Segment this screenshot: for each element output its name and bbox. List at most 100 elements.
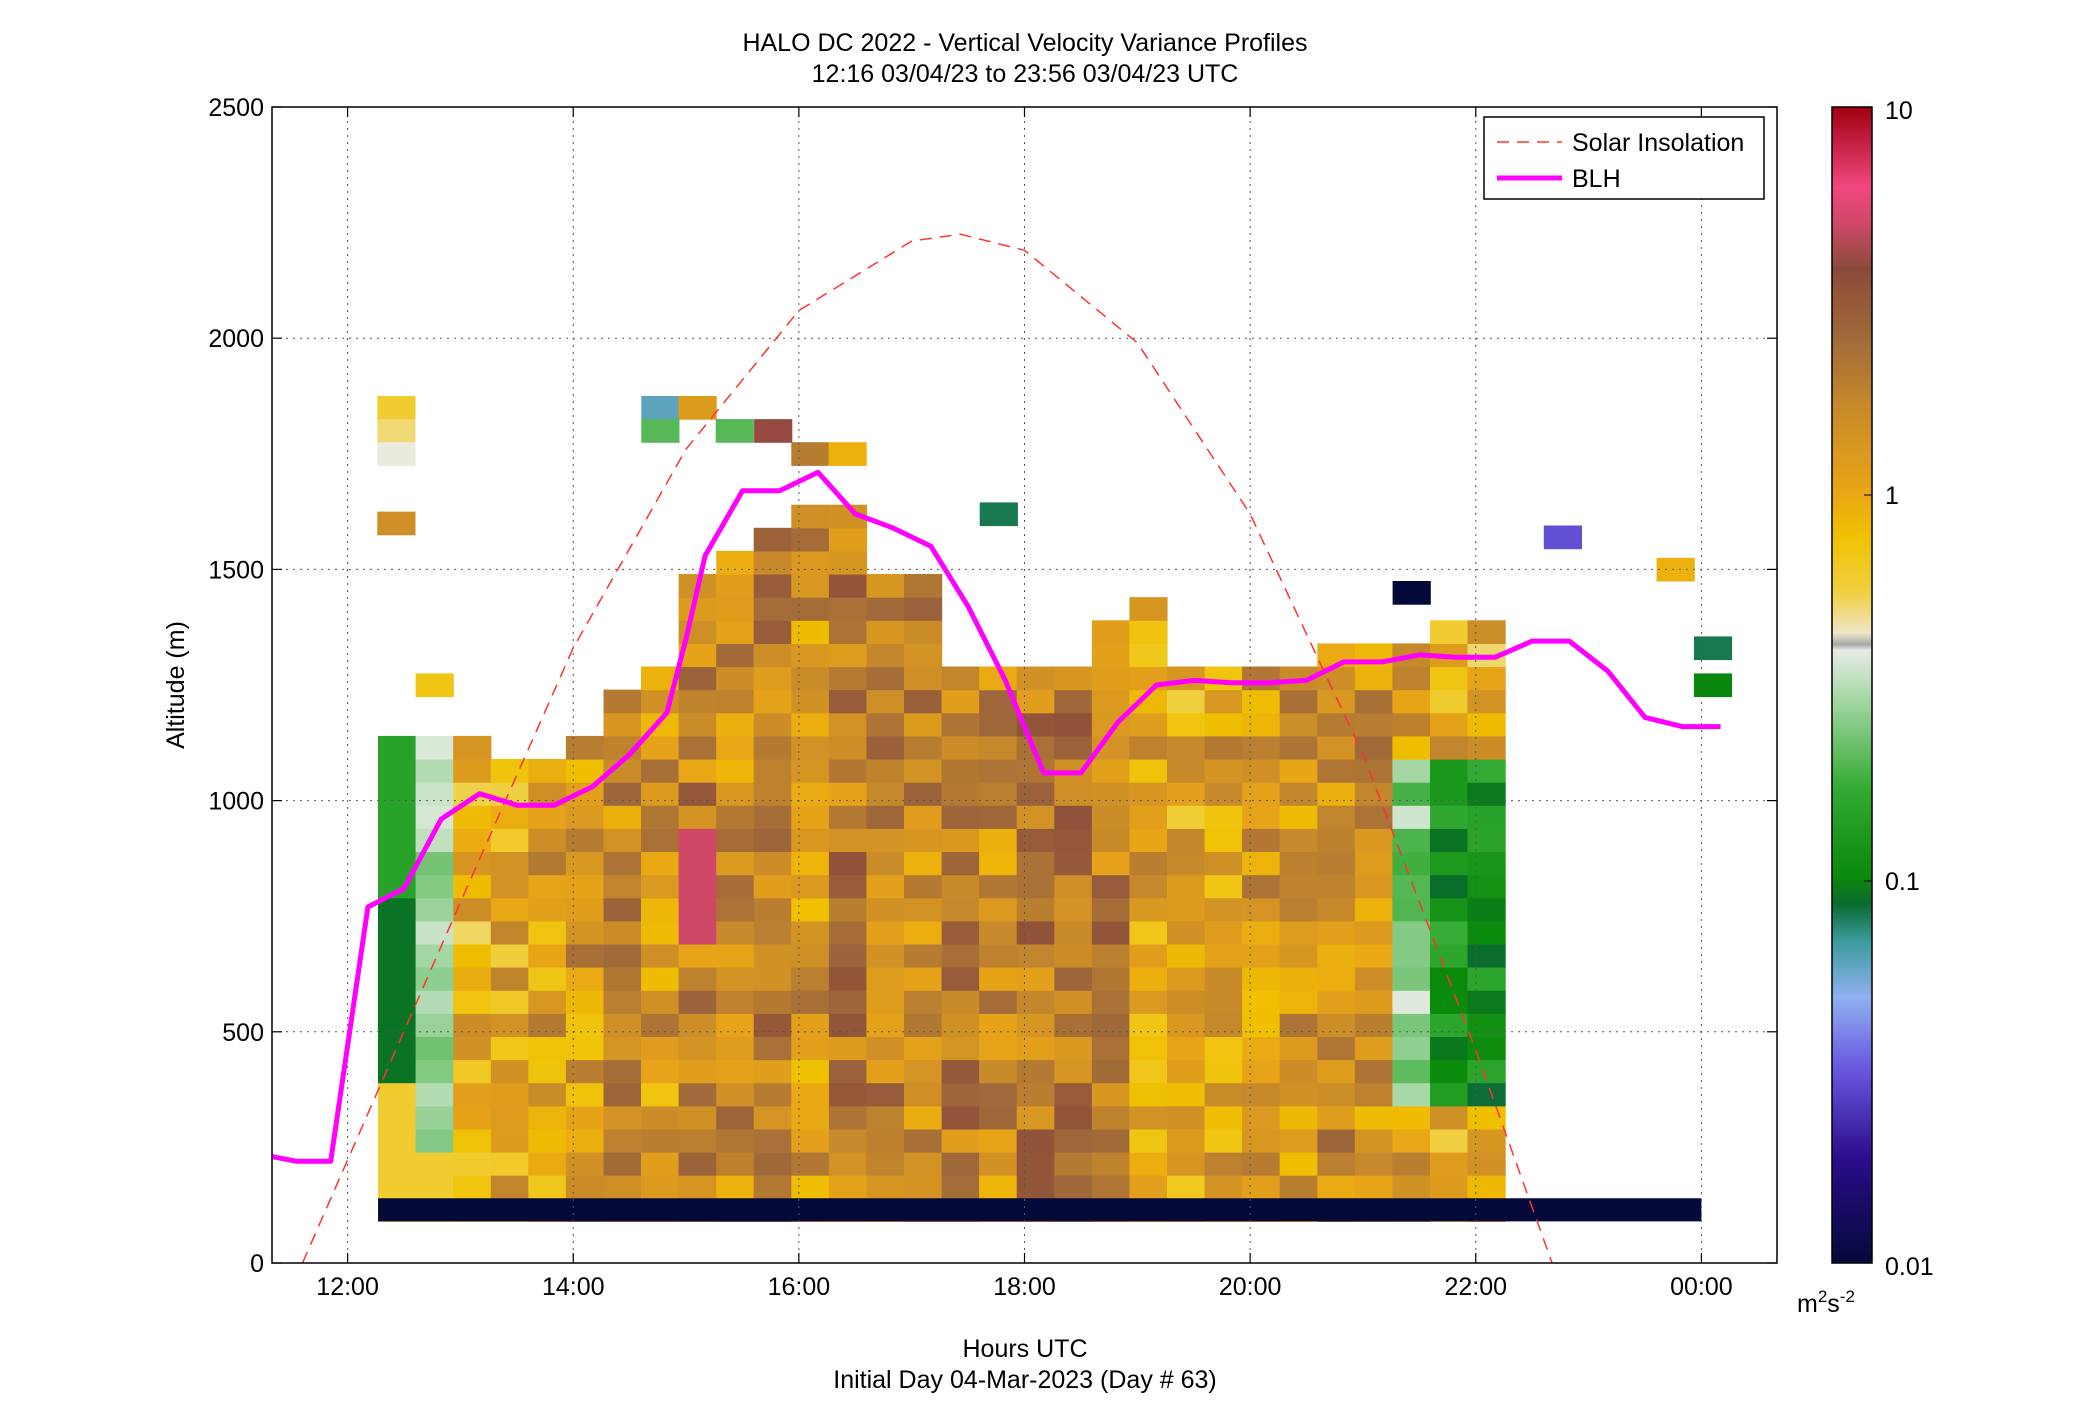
variance-cell [1430,898,1468,922]
variance-cell [1317,898,1355,922]
variance-cell [1054,967,1092,991]
variance-cell [453,852,491,876]
variance-cell [378,1036,416,1060]
variance-cell [1054,736,1092,760]
variance-cell [378,944,416,968]
x-tick-label: 20:00 [1219,1273,1282,1301]
variance-cell [754,898,792,922]
variance-cell [416,736,454,760]
variance-cell [942,690,980,714]
variance-cell [829,597,867,621]
variance-cell [1430,1060,1468,1084]
variance-cell [1167,1013,1205,1037]
variance-cell [604,990,642,1014]
variance-cell [491,805,529,829]
variance-cell [754,1175,792,1199]
variance-cell [1242,898,1280,922]
variance-cell [829,736,867,760]
variance-cell [378,759,416,783]
variance-cell [528,1106,566,1130]
variance-cell [1129,828,1167,852]
variance-cell [829,1083,867,1107]
variance-cell [1392,736,1430,760]
variance-cell [904,759,942,783]
variance-cell [942,805,980,829]
y-axis-label: Altitude (m) [162,621,190,749]
variance-cell [453,944,491,968]
variance-cell [1054,667,1092,691]
variance-cell [942,944,980,968]
variance-cell [1280,1175,1318,1199]
variance-cell [1242,1060,1280,1084]
variance-cell [1392,1036,1430,1060]
variance-cell [754,875,792,899]
variance-cell [453,875,491,899]
variance-cell [1468,852,1506,876]
variance-cell [1430,805,1468,829]
variance-cell [904,574,942,598]
variance-cell [942,782,980,806]
legend-solar-label: Solar Insolation [1572,129,1744,157]
variance-cell [453,1129,491,1153]
variance-cell [866,690,904,714]
variance-cell [829,1129,867,1153]
variance-cell [1355,1083,1393,1107]
variance-cell [566,1129,604,1153]
variance-cell [866,921,904,945]
variance-cell [1317,967,1355,991]
variance-cell [716,875,754,899]
variance-cell [1392,990,1430,1014]
variance-cell [604,828,642,852]
variance-cell [1280,736,1318,760]
variance-cell [1392,967,1430,991]
variance-cell [979,1036,1017,1060]
variance-cell [716,643,754,667]
variance-cell [904,828,942,852]
variance-cell [378,736,416,760]
variance-cell [1167,759,1205,783]
variance-cell [829,1036,867,1060]
variance-cell [1205,944,1243,968]
variance-cell [491,944,529,968]
variance-cell [979,736,1017,760]
variance-cell [604,852,642,876]
colorbar-gradient [1832,107,1872,1263]
y-tick-label: 1000 [208,788,264,816]
variance-cell [1017,944,1055,968]
variance-cell [604,1175,642,1199]
variance-cell [1205,1175,1243,1199]
variance-cell [641,1013,679,1037]
variance-cell [1355,967,1393,991]
variance-cell [1017,875,1055,899]
variance-cell [1468,736,1506,760]
variance-cell [378,1060,416,1084]
variance-cell [904,667,942,691]
variance-cell [942,1152,980,1176]
variance-cell [866,759,904,783]
variance-cell [1242,1152,1280,1176]
variance-cell [416,967,454,991]
variance-cell [904,713,942,737]
variance-cell [791,990,829,1014]
variance-cell [1092,782,1130,806]
variance-cell [1430,1152,1468,1176]
variance-cell [1205,1152,1243,1176]
variance-cell [1242,967,1280,991]
variance-cell [979,921,1017,945]
variance-cell [1092,1060,1130,1084]
variance-cell [1280,759,1318,783]
variance-cell [866,1152,904,1176]
legend-blh-label: BLH [1572,165,1621,193]
variance-cell [1430,921,1468,945]
variance-cell [1205,1036,1243,1060]
variance-cell [1129,1152,1167,1176]
variance-cell [979,1083,1017,1107]
variance-cell [566,990,604,1014]
variance-cell [1355,1106,1393,1130]
variance-cell [829,1175,867,1199]
variance-cell [754,620,792,644]
variance-cell [604,1129,642,1153]
variance-cell [1205,828,1243,852]
variance-cell [904,805,942,829]
colorbar-tick-0.1: 0.1 [1885,868,1920,896]
